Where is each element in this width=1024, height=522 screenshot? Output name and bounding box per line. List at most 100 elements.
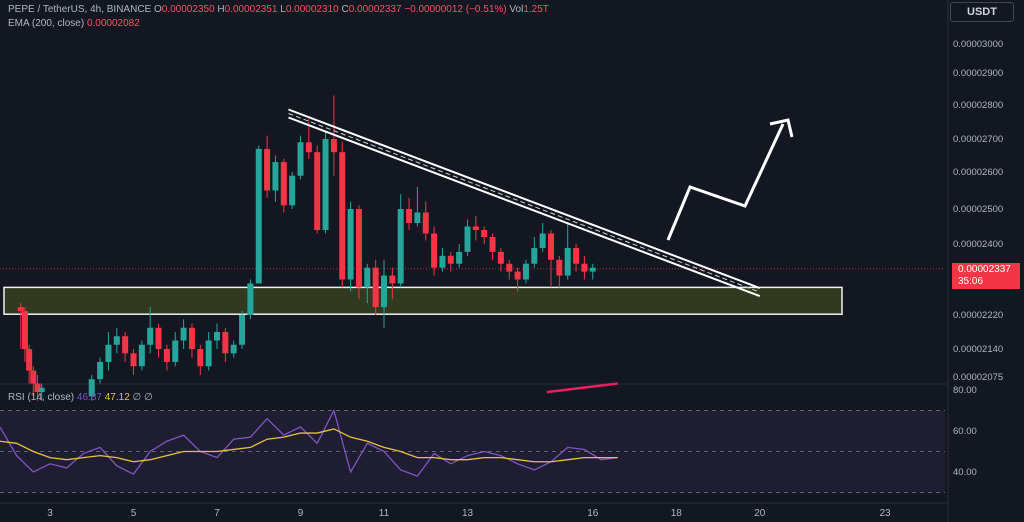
candle-body [489, 237, 496, 252]
rsi-legend[interactable]: RSI (14, close) 46.87 47.12 ∅ ∅ [8, 392, 153, 403]
rsi-value: 46.87 [76, 392, 102, 403]
candle-body [305, 142, 312, 153]
candle-body [155, 327, 162, 349]
ema-label: EMA (200, close) [8, 18, 85, 29]
candle-body [339, 152, 346, 280]
ema-legend[interactable]: EMA (200, close) 0.00002082 [8, 18, 140, 29]
candle-body [26, 349, 33, 371]
candle-body [347, 209, 354, 280]
candle-body [581, 263, 588, 272]
candle-body [364, 267, 371, 288]
candle-body [172, 340, 179, 362]
time-tick-label: 20 [754, 508, 766, 519]
breakout-arrow-head [769, 118, 794, 138]
open-label: O [154, 4, 162, 15]
candle-body [548, 233, 554, 260]
price-tick-label: 0.00003000 [953, 39, 1003, 50]
candle-body [589, 267, 596, 272]
candle-body [522, 263, 529, 280]
candle-body [180, 327, 187, 341]
candle-body [113, 336, 120, 345]
candle-body [214, 332, 220, 341]
price-tick-label: 0.00002075 [953, 372, 1003, 383]
rsi-tick-label: 80.00 [953, 385, 977, 396]
candle-body [531, 247, 538, 264]
trendline-center [288, 113, 760, 293]
candle-body [514, 271, 521, 280]
candle-body [372, 267, 379, 308]
candle-body [247, 283, 254, 315]
candle-body [556, 259, 563, 276]
ema-line [546, 382, 618, 394]
candle-body [314, 152, 321, 230]
volume-value: 1.25T [523, 4, 549, 15]
price-tick-label: 0.00002140 [953, 344, 1003, 355]
candle-body [330, 139, 337, 153]
candle-body [289, 175, 296, 206]
ohlc-legend: PEPE / TetherUS, 4h, BINANCE O0.00002350… [8, 4, 549, 15]
rsi-ma-line [0, 428, 618, 463]
bar-countdown: 35:06 [958, 276, 984, 287]
candle-body [122, 336, 129, 354]
candle-body [573, 247, 580, 264]
candle-body [497, 251, 504, 264]
currency-button[interactable]: USDT [950, 2, 1014, 22]
time-tick-label: 11 [379, 508, 390, 519]
candle-body [389, 275, 396, 284]
close-value: 0.00002337 [348, 4, 402, 15]
candle-body [422, 212, 429, 234]
candle-body [188, 327, 195, 349]
time-tick-label: 7 [214, 508, 220, 519]
low-label: L [280, 4, 286, 15]
time-tick-label: 18 [671, 508, 683, 519]
candle-body [147, 327, 154, 345]
candle-body [481, 230, 488, 237]
current-price-tag: 0.00002337 35:06 [952, 263, 1020, 289]
candle-body [322, 139, 329, 230]
current-price-value: 0.00002337 [958, 264, 1011, 275]
candle-body [239, 315, 246, 345]
high-label: H [217, 4, 225, 15]
low-value: 0.00002310 [285, 4, 339, 15]
candle-body [472, 226, 479, 230]
candle-body [163, 349, 170, 362]
candle-body [414, 212, 421, 223]
high-value: 0.00002351 [224, 4, 278, 15]
candle-body [464, 226, 471, 252]
change-value: −0.00000012 (−0.51%) [404, 4, 507, 15]
candle-body [355, 209, 362, 288]
candle-body [439, 255, 446, 268]
price-tick-label: 0.00002220 [953, 310, 1003, 321]
price-tick-label: 0.00002900 [953, 68, 1003, 79]
close-label: C [341, 4, 349, 15]
open-value: 0.00002350 [161, 4, 215, 15]
rsi-label: RSI (14, close) [8, 392, 75, 403]
candle-body [447, 255, 454, 264]
candle-body [406, 209, 413, 223]
rsi-line [0, 408, 618, 477]
candle-body [34, 383, 41, 393]
candle-body [230, 344, 237, 354]
candle-body [381, 275, 387, 308]
price-tick-label: 0.00002700 [953, 134, 1003, 145]
candle-body [255, 148, 262, 284]
candle-body [30, 370, 37, 384]
candle-body [297, 142, 304, 176]
candle-body [564, 247, 571, 276]
ema-value: 0.00002082 [86, 18, 140, 29]
candle-body [197, 349, 204, 367]
candle-body [105, 344, 112, 362]
symbol-label[interactable]: PEPE / TetherUS, 4h, BINANCE [8, 4, 152, 15]
rsi-tick-label: 40.00 [953, 467, 977, 478]
trendline-lower [288, 116, 761, 298]
support-zone [3, 286, 843, 315]
candle-body [456, 251, 463, 264]
price-tick-label: 0.00002400 [953, 239, 1003, 250]
rsi-symbols: ∅ ∅ [132, 392, 153, 403]
candle-body [88, 379, 95, 397]
volume-label: Vol [509, 4, 524, 15]
candle-body [138, 344, 145, 367]
rsi-tick-label: 60.00 [953, 426, 977, 437]
candle-body [539, 233, 546, 248]
